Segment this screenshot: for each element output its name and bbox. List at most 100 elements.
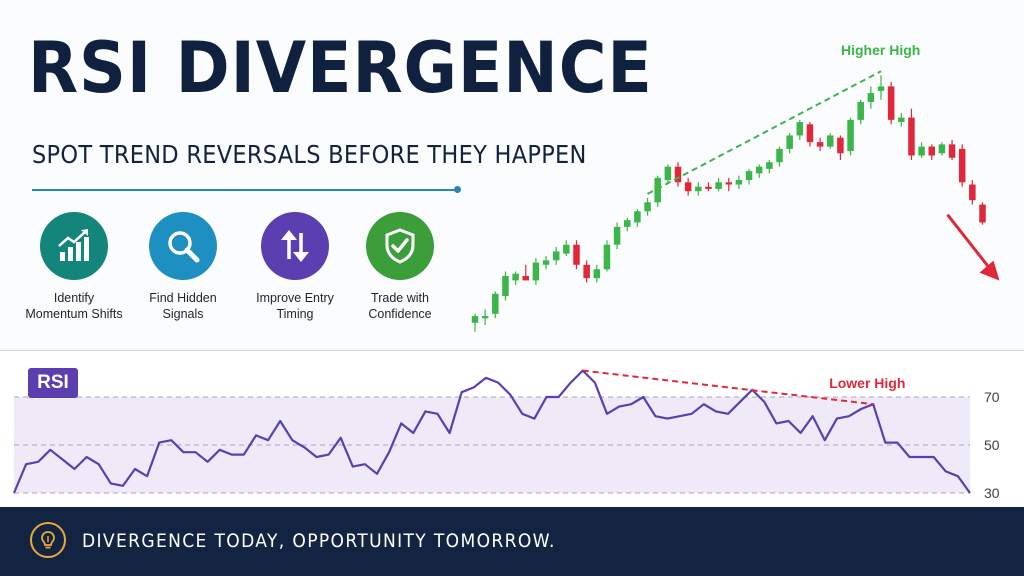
candle-body (786, 135, 793, 149)
rsi-badge: RSI (28, 368, 78, 398)
candle (624, 217, 631, 232)
candle (613, 222, 621, 250)
candle-body (705, 186, 712, 189)
candle (816, 137, 824, 152)
candle-body (552, 251, 560, 261)
candle-body (857, 102, 864, 120)
candle-body (867, 93, 875, 102)
candle-body (755, 166, 763, 174)
candle (958, 144, 966, 187)
candle (705, 182, 712, 192)
feature-label-line1: Trade with (371, 291, 429, 305)
feature-find-signals: Find Hidden Signals (128, 212, 238, 322)
candle-body (664, 166, 672, 181)
bearish-arrow-head (979, 260, 1000, 281)
candle (766, 159, 773, 174)
candle-body (958, 148, 966, 183)
lower-high-trendline (582, 369, 874, 406)
candle (796, 119, 804, 140)
rsi-tick-label: 50 (984, 437, 1000, 453)
candle (512, 271, 519, 285)
candle-body (766, 162, 773, 169)
lower-high-label: Lower High (829, 375, 905, 391)
candle (969, 180, 976, 205)
feature-label-line2: Signals (162, 307, 204, 321)
candle-body (502, 275, 509, 297)
price-candlestick-chart: Higher High (471, 42, 1000, 332)
candle-body (624, 220, 631, 227)
candle-body (948, 144, 956, 158)
footer-banner (0, 507, 1024, 576)
candle-body (918, 146, 925, 156)
candle (857, 99, 864, 125)
candle-body (816, 142, 824, 147)
candle (755, 164, 763, 178)
candle-body (806, 124, 814, 143)
candle (583, 260, 590, 283)
divider-line (32, 189, 458, 191)
candle (573, 240, 580, 270)
candle-body (532, 262, 540, 281)
page-subtitle: SPOT TREND REVERSALS BEFORE THEY HAPPEN (32, 140, 587, 169)
candle (664, 164, 672, 185)
page-title: RSI DIVERGENCE (28, 27, 653, 109)
candle-body (603, 244, 611, 270)
higher-high-trendline (647, 70, 882, 195)
footer-tagline: DIVERGENCE TODAY, OPPORTUNITY TOMORROW. (82, 530, 556, 552)
lightbulb-icon (30, 522, 66, 558)
candle (492, 291, 499, 319)
candle-body (898, 117, 905, 123)
candle (684, 177, 692, 196)
up-down-arrows-icon (261, 212, 329, 280)
candle (837, 135, 844, 160)
candle-body (979, 204, 986, 223)
candle (715, 177, 722, 192)
candle-body (776, 148, 783, 163)
rsi-line-chart: 30 50 70 Lower High (12, 369, 1000, 501)
candle (725, 177, 732, 192)
candle (695, 182, 702, 196)
candle-body (684, 182, 692, 192)
candle (745, 168, 753, 185)
candle-body (969, 184, 976, 201)
candle-body (715, 182, 722, 189)
rsi-series-line (12, 369, 971, 494)
trend-up-bars-icon (40, 212, 108, 280)
shield-check-icon (366, 212, 434, 280)
candle (654, 175, 661, 207)
candle (563, 240, 570, 256)
feature-label-line1: Identify (53, 291, 95, 305)
rsi-tick-label: 70 (984, 389, 1000, 405)
feature-identify-momentum: Identify Momentum Shifts (19, 212, 129, 322)
candle-body (674, 166, 682, 183)
bearish-arrow-shaft (946, 213, 993, 272)
candle-body (654, 177, 661, 203)
candle-body (847, 119, 854, 152)
candle (867, 86, 875, 109)
candle (948, 139, 956, 160)
candle-body (542, 260, 550, 265)
candle-body (563, 244, 570, 254)
candle-body (695, 186, 702, 192)
candle (603, 240, 611, 272)
candle-body (613, 226, 621, 245)
candle (502, 271, 509, 301)
candle-body (735, 180, 743, 185)
candle (593, 264, 601, 283)
candle-body (512, 273, 519, 281)
candle (928, 144, 935, 160)
candle (827, 133, 834, 149)
candle-body (938, 144, 946, 154)
candle-body (908, 117, 915, 156)
candle-body (887, 86, 895, 120)
candle-body (583, 264, 590, 279)
candle (634, 209, 641, 227)
candle (644, 197, 651, 216)
candle-body (644, 202, 651, 212)
candle (938, 142, 946, 156)
candle-body (573, 244, 580, 265)
candle (979, 202, 986, 225)
candle (806, 122, 814, 147)
candle (898, 113, 905, 127)
feature-label-line2: Timing (276, 307, 314, 321)
